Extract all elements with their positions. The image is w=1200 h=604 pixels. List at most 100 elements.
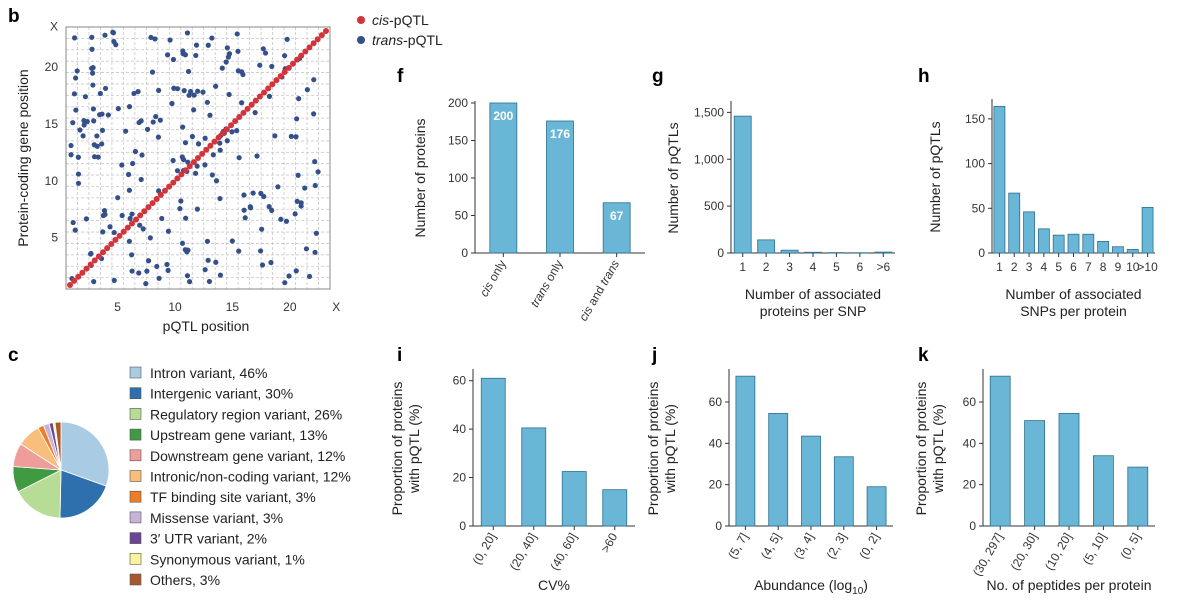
trans-pqtl-point (115, 106, 121, 112)
x-tick-label: 3 (786, 260, 793, 274)
trans-pqtl-point (111, 38, 117, 45)
trans-pqtl-point (115, 195, 121, 201)
trans-pqtl-point (257, 62, 263, 68)
panel-i-letter: i (397, 345, 402, 366)
bar (866, 486, 887, 527)
y-axis-label-line: with pQTL (%) (406, 404, 422, 494)
legend-label: Missense variant, 3% (150, 510, 283, 526)
y-axis-label-line: Proportion of proteins (645, 382, 661, 516)
y-axis-label-line: with pQTL (%) (662, 404, 678, 494)
scatter-y-tick-label: X (50, 20, 58, 34)
cis-pqtl-point (157, 191, 164, 198)
trans-pqtl-point (286, 273, 292, 279)
trans-pqtl-point (182, 140, 189, 146)
cis-pqtl-point (141, 208, 148, 215)
cis-pqtl-point (108, 241, 115, 248)
bar (561, 471, 587, 527)
cis-pqtl-point (67, 282, 73, 288)
trans-pqtl-point (167, 37, 173, 43)
trans-pqtl-point (119, 162, 125, 168)
scatter-x-tick-label: 15 (226, 300, 240, 314)
x-tick-label: (20, 30] (1008, 531, 1040, 573)
x-tick-label: 5 (1055, 260, 1062, 274)
bar (1127, 466, 1149, 527)
bar (1126, 249, 1139, 254)
cis-pqtl-point (128, 220, 135, 227)
trans-pqtl-point (207, 112, 213, 118)
trans-pqtl-point (126, 187, 132, 193)
cis-pqtl-point (294, 56, 301, 63)
scatter-x-tick-label: X (332, 300, 340, 314)
cis-pqtl-point (232, 118, 239, 125)
cis-pqtl-point (182, 167, 189, 174)
trans-pqtl-point (226, 91, 232, 98)
trans-pqtl-point (192, 170, 199, 176)
trans-pqtl-point (125, 171, 132, 178)
trans-pqtl-point (202, 267, 208, 273)
x-axis-label-main: No. of peptides per protein (987, 577, 1152, 593)
x-tick-label: (0, 2] (856, 531, 882, 562)
cis-pqtl-point (75, 273, 82, 280)
trans-pqtl-point (147, 235, 153, 241)
trans-pqtl-point (193, 52, 199, 59)
legend-swatch (129, 490, 142, 503)
trans-pqtl-point (213, 178, 220, 184)
cis-pqtl-point (170, 179, 177, 186)
trans-pqtl-point (224, 138, 230, 144)
trans-pqtl-point (140, 226, 146, 232)
bar (989, 375, 1011, 527)
y-tick-label: 20 (453, 471, 467, 485)
trans-pqtl-point (156, 275, 162, 281)
trans-pqtl-point (70, 120, 76, 126)
bar-data-label: 200 (493, 109, 513, 123)
trans-pqtl-point (178, 198, 184, 204)
bar (1093, 455, 1114, 527)
cis-pqtl-point (265, 85, 272, 92)
y-tick-label: 20 (963, 478, 977, 492)
x-tick-label: (40, 60] (547, 531, 579, 573)
cis-pqtl-point (228, 122, 235, 129)
bar (1058, 412, 1080, 527)
cis-pqtl-point (145, 204, 152, 211)
trans-pqtl-point (236, 155, 242, 161)
x-tick-label: (3, 4] (791, 531, 817, 562)
variant-pie-chart (12, 421, 110, 519)
trans-pqtl-point (294, 116, 300, 122)
y-tick-label: 100 (965, 157, 985, 171)
pie-slice (54, 421, 62, 471)
pie-slice (60, 421, 110, 487)
y-tick-label: 0 (978, 246, 985, 260)
trans-pqtl-point (225, 54, 231, 60)
scatter-x-axis-label: pQTL position (163, 318, 250, 334)
bar (804, 251, 822, 254)
trans-pqtl-point (205, 257, 211, 263)
trans-pqtl-point (153, 113, 159, 120)
y-tick-label: 50 (455, 209, 469, 223)
trans-pqtl-point (126, 238, 132, 244)
legend-swatch (129, 470, 142, 482)
cis-pqtl-point (302, 48, 309, 55)
x-axis-label-line: SNPs per protein (1020, 303, 1127, 319)
x-axis-label-main: CV% (538, 577, 570, 593)
scatter-x-ticks: 5 10 15 20 X (114, 300, 340, 314)
cis-pqtl-point (112, 236, 119, 243)
trans-pqtl-point (311, 77, 317, 83)
legend-swatch (129, 449, 142, 462)
scatter-y-tick-label: 5 (51, 231, 58, 245)
trans-pqtl-point (184, 273, 191, 279)
legend-label: TF binding site variant, 3% (150, 489, 316, 505)
y-tick-label: 200 (448, 96, 468, 110)
trans-pqtl-point (70, 219, 76, 226)
trans-pqtl-point (87, 251, 94, 257)
cis-pqtl-point (207, 142, 214, 149)
trans-pqtl-point (75, 154, 81, 160)
trans-pqtl-point (315, 169, 321, 175)
y-tick-label: 60 (709, 395, 723, 409)
trans-pqtl-point (123, 128, 129, 134)
cis-pqtl-point (133, 216, 140, 223)
legend-label: Upstream gene variant, 13% (150, 427, 327, 443)
bar (1067, 233, 1080, 254)
y-tick-label: 0 (461, 246, 468, 260)
x-axis-label-main: Abundance (log (754, 577, 852, 593)
